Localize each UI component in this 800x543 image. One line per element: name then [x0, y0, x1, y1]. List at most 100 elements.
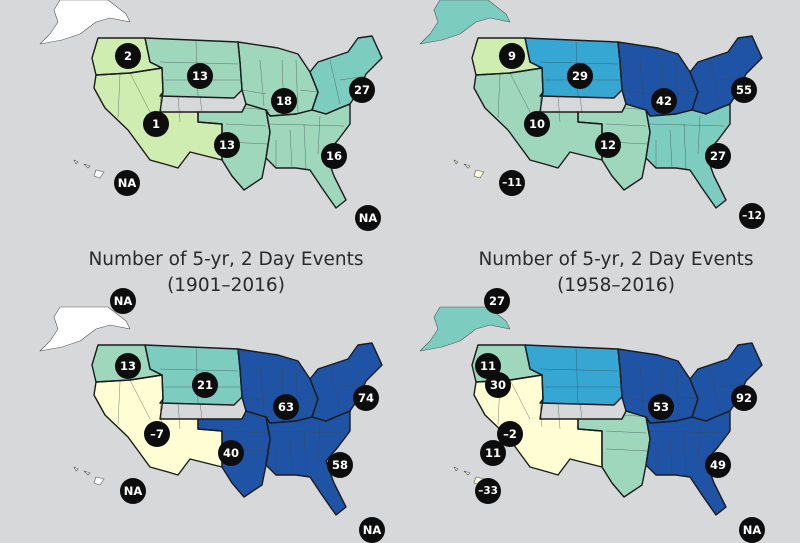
- badge-midwest: 42: [651, 88, 677, 114]
- state-boundary: [679, 396, 699, 400]
- state-boundary: [509, 72, 531, 113]
- state-boundary: [241, 89, 267, 95]
- badge-hawaii: –33: [475, 478, 501, 504]
- map-panel-bottom-right: 27 11 30 –2 53 92 11 49 –33 NA: [400, 265, 800, 543]
- state-boundary: [605, 123, 647, 127]
- title-line-2: (1958–2016): [557, 275, 675, 296]
- badge-puerto-rico: NA: [359, 517, 385, 543]
- state-boundary: [329, 366, 341, 412]
- state-boundary: [719, 382, 747, 388]
- state-boundary: [299, 396, 319, 400]
- badge-northern-great-plains: 13: [187, 63, 213, 89]
- badge-northwest: 2: [115, 43, 141, 69]
- state-boundary: [269, 430, 345, 434]
- state-boundary: [509, 379, 531, 420]
- badge-southeast: 58: [327, 452, 353, 478]
- region-alaska: [39, 0, 131, 45]
- badge-puerto-rico: NA: [739, 517, 765, 543]
- us-map: [39, 306, 383, 516]
- state-boundary: [557, 402, 561, 430]
- badge-northwest: 9: [499, 43, 525, 69]
- state-boundary: [669, 436, 673, 476]
- state-boundary: [329, 59, 341, 105]
- badge-puerto-rico: –12: [739, 203, 765, 229]
- title-bottom-left: Number of 5-yr, 2 Day Events (1901–2016): [26, 247, 426, 299]
- us-map: [39, 0, 383, 209]
- state-boundary: [579, 402, 583, 420]
- title-line-1: Number of 5-yr, 2 Day Events: [478, 249, 754, 270]
- state-boundary: [295, 59, 299, 115]
- badge-alaska: NA: [110, 288, 136, 314]
- state-boundary: [299, 89, 319, 93]
- state-boundary: [225, 430, 267, 434]
- region-northeast: [309, 35, 383, 115]
- badge-puerto-rico: NA: [355, 205, 381, 231]
- state-boundary: [129, 72, 151, 113]
- state-boundary: [649, 430, 725, 434]
- region-northeast: [689, 342, 763, 422]
- badge-midwest: 18: [271, 88, 297, 114]
- state-boundary: [317, 115, 321, 155]
- state-boundary: [317, 422, 321, 462]
- badge-northwest: 13: [115, 353, 141, 379]
- state-boundary: [697, 422, 701, 462]
- state-boundary: [339, 382, 367, 388]
- region-hawaii: [453, 159, 485, 179]
- state-boundary: [719, 75, 747, 81]
- state-boundary: [679, 89, 699, 93]
- state-boundary: [497, 73, 501, 119]
- state-boundary: [605, 448, 649, 452]
- badge-southern-great-plains: 40: [218, 440, 244, 466]
- state-boundary: [289, 436, 293, 476]
- map-panel-bottom-left: NA 13 21 –7 63 74 40 58 NA NA: [0, 265, 400, 543]
- badge-northeast: 55: [731, 77, 757, 103]
- state-boundary: [675, 366, 679, 422]
- state-boundary: [159, 368, 239, 372]
- state-boundary: [303, 430, 307, 478]
- region-alaska: [419, 0, 511, 45]
- state-boundary: [241, 396, 267, 402]
- badge-northeast: 74: [353, 385, 379, 411]
- state-boundary: [675, 59, 679, 115]
- title-bottom-right: Number of 5-yr, 2 Day Events (1958–2016): [416, 247, 800, 299]
- badge-northern-great-plains: 29: [567, 63, 593, 89]
- state-boundary: [709, 59, 721, 105]
- state-boundary: [621, 89, 647, 95]
- state-boundary: [621, 396, 647, 402]
- state-boundary: [259, 366, 265, 414]
- title-line-1: Number of 5-yr, 2 Day Events: [88, 249, 364, 270]
- badge-hawaii: NA: [120, 478, 146, 504]
- badge-southwest: 1: [143, 111, 169, 137]
- badge-southwest: –7: [144, 421, 170, 447]
- state-boundary: [683, 430, 687, 478]
- map-panel-top-left: 2 13 1 18 27 13 16 NA NA: [0, 0, 400, 265]
- state-boundary: [539, 368, 619, 372]
- map-panel-top-right: 9 29 10 42 55 12 27 –11 –12: [400, 0, 800, 265]
- state-boundary: [225, 123, 267, 127]
- state-boundary: [669, 129, 673, 169]
- state-boundary: [269, 123, 345, 127]
- badge-northern-great-plains: 21: [192, 372, 218, 398]
- state-boundary: [199, 402, 203, 420]
- badge-southern-great-plains: 12: [595, 132, 621, 158]
- state-boundary: [649, 123, 725, 127]
- state-boundary: [683, 123, 687, 171]
- state-boundary: [177, 95, 181, 123]
- badge-southwest: 10: [524, 111, 550, 137]
- state-boundary: [639, 59, 645, 107]
- us-map: [419, 0, 763, 209]
- state-boundary: [199, 95, 203, 113]
- badge-midwest: 53: [648, 394, 674, 420]
- state-boundary: [709, 366, 721, 412]
- region-northeast: [689, 35, 763, 115]
- state-boundary: [177, 402, 181, 430]
- state-boundary: [303, 123, 307, 171]
- state-boundary: [557, 95, 561, 123]
- badge-northern-great-plains: 30: [485, 372, 511, 398]
- state-boundary: [339, 75, 367, 81]
- badge-southeast: 49: [705, 452, 731, 478]
- badge-southern-great-plains: 11: [480, 440, 506, 466]
- badge-southern-great-plains: 13: [214, 132, 240, 158]
- badge-northeast: 92: [731, 385, 757, 411]
- state-boundary: [117, 73, 121, 119]
